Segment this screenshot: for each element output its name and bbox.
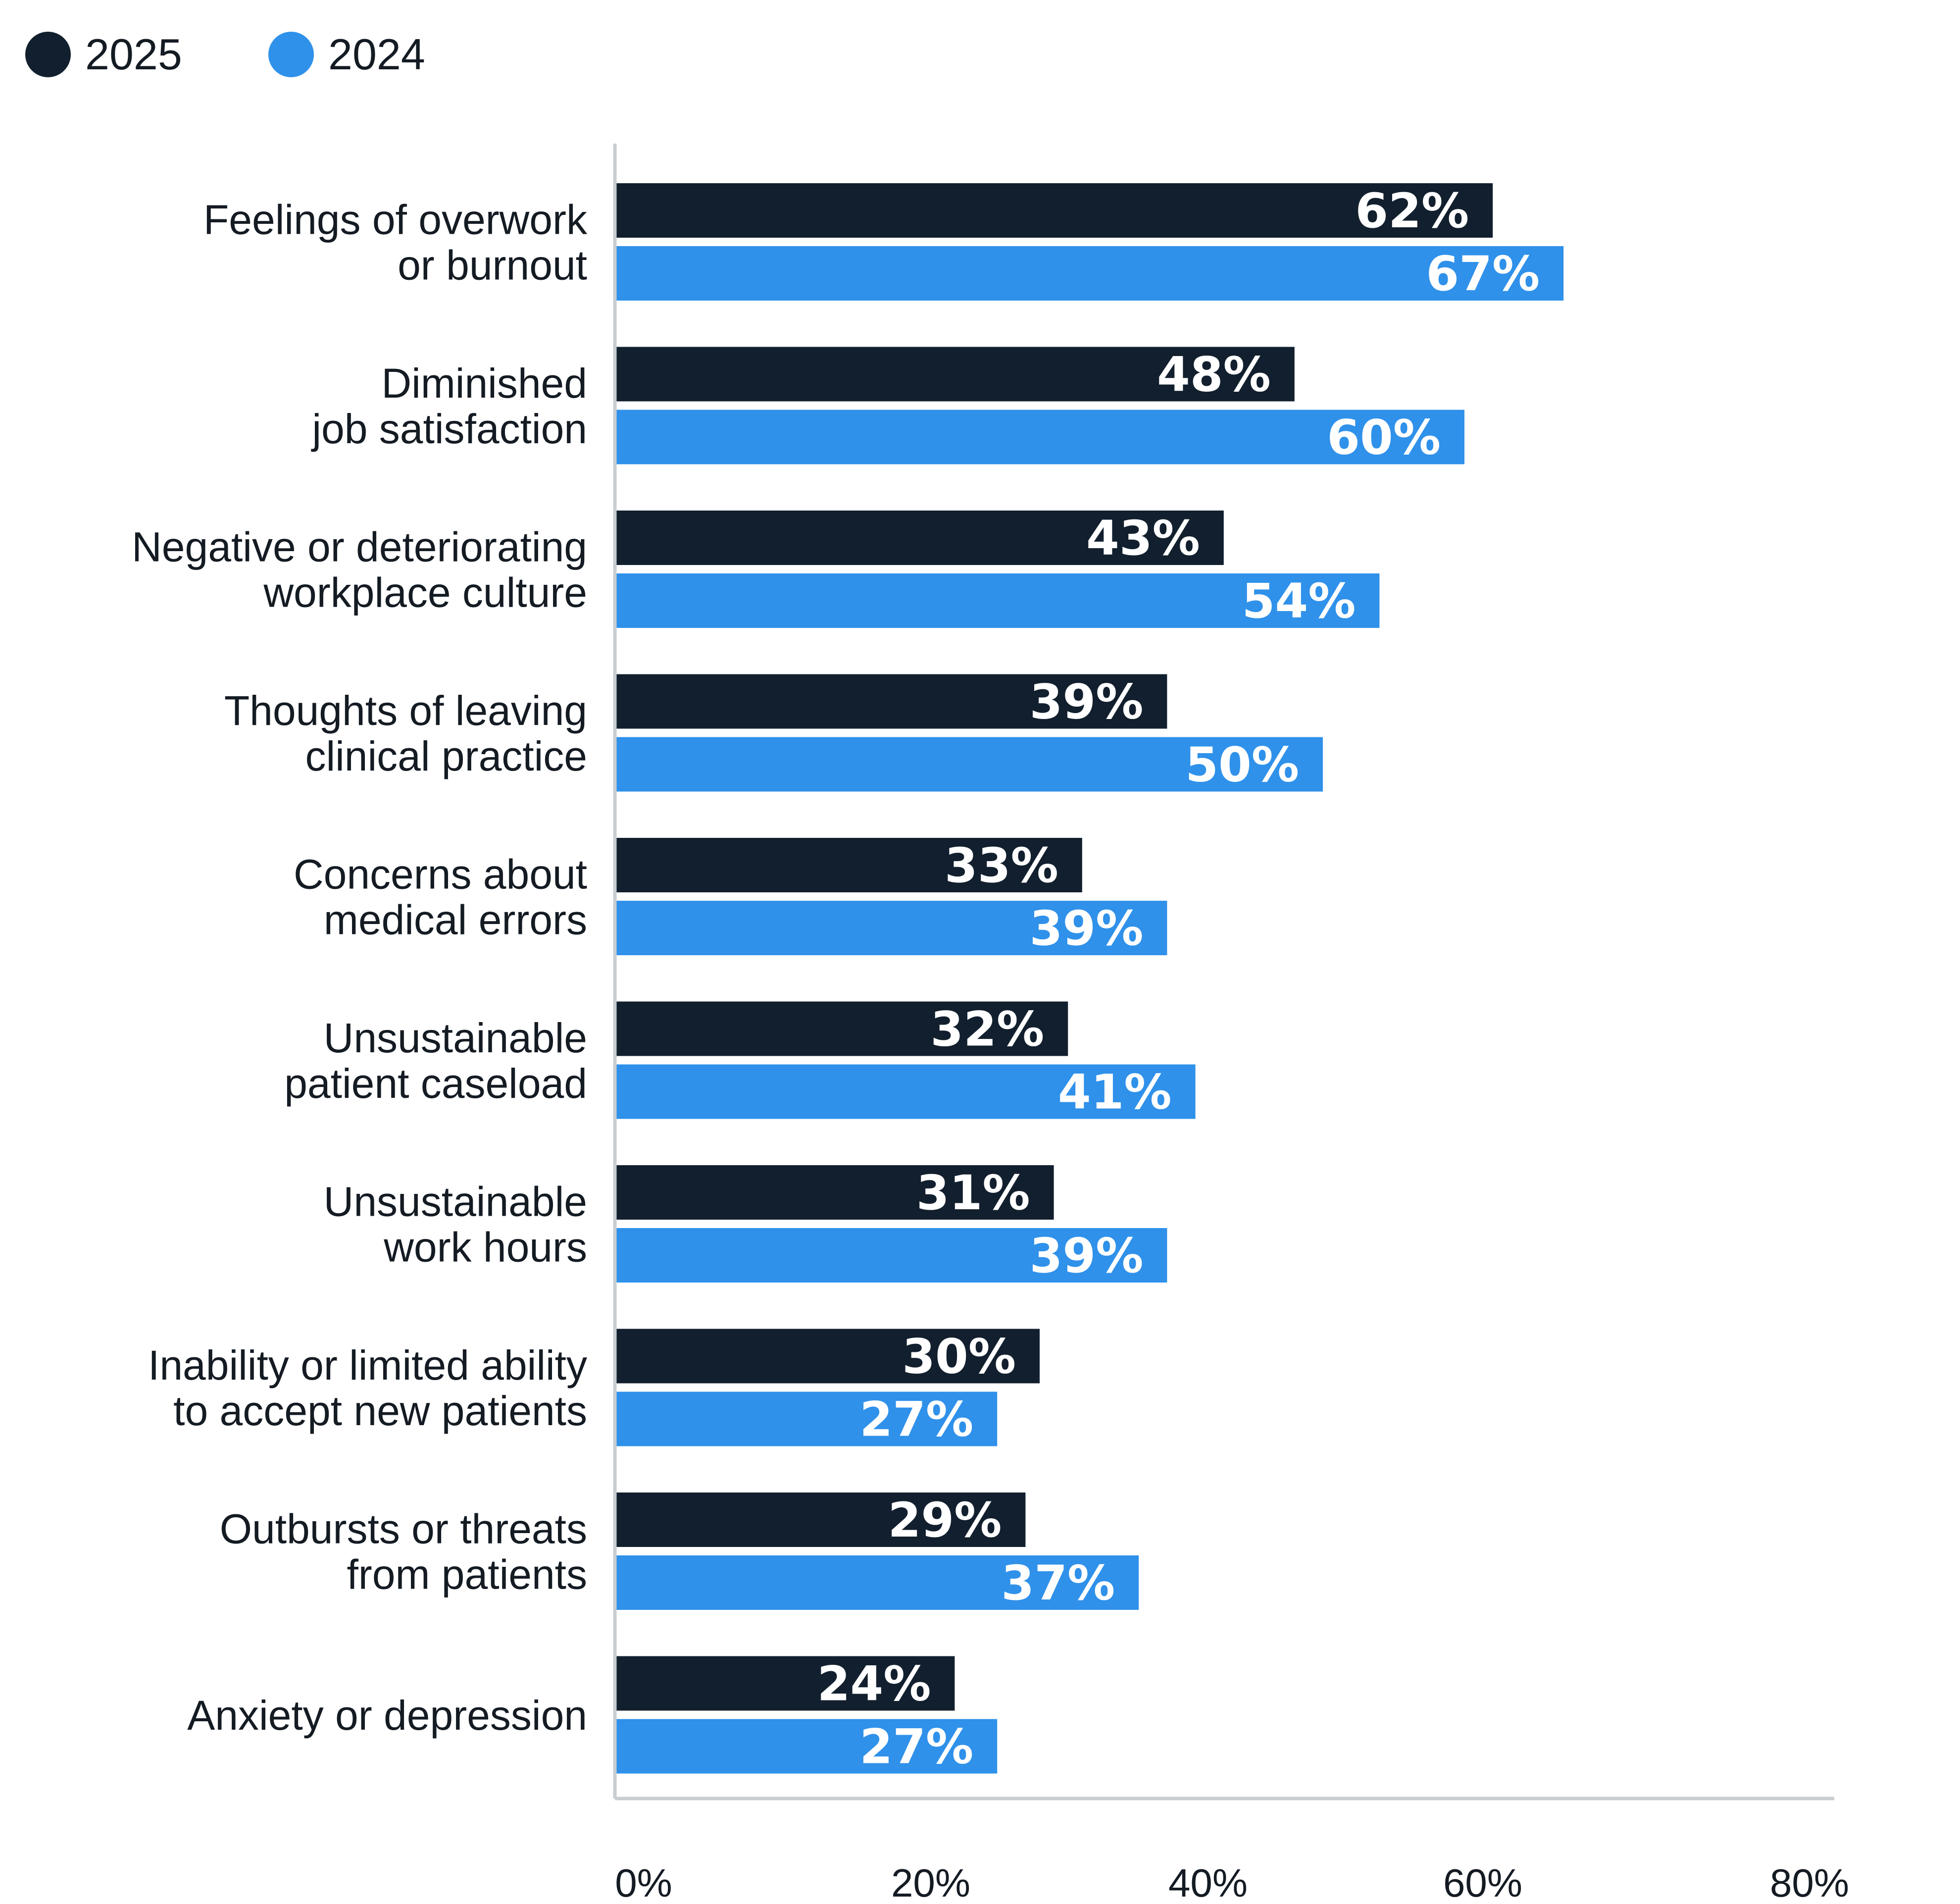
x-tick-label-80: 80% xyxy=(1770,1861,1849,1904)
bar-value-label-2025-6: 32% xyxy=(930,1002,1044,1057)
category-label-line: Diminished xyxy=(382,360,588,407)
category-label-4: Thoughts of leaving clinical practice xyxy=(224,687,587,779)
bar-value-label-2024-8: 27% xyxy=(859,1392,973,1447)
bar-2025-6 xyxy=(615,1001,1068,1056)
legend-label-2025: 2025 xyxy=(85,30,182,79)
bar-2025-9 xyxy=(615,1492,1026,1547)
bar-2024-4 xyxy=(615,737,1323,792)
bar-value-label-2025-2: 48% xyxy=(1157,347,1271,403)
category-label-1: Feelings of overwork or burnout xyxy=(203,197,588,289)
category-label-line: Outbursts or threats xyxy=(220,1506,587,1552)
bar-2024-6 xyxy=(615,1064,1196,1119)
bar-value-label-2025-9: 29% xyxy=(888,1492,1002,1548)
bar-value-label-2025-3: 43% xyxy=(1086,511,1200,566)
x-tick-label-20: 20% xyxy=(891,1861,970,1904)
category-label-line: from patients xyxy=(347,1551,587,1598)
category-label-line: workplace culture xyxy=(263,569,587,616)
x-tick-label-60: 60% xyxy=(1443,1861,1522,1904)
category-label-3: Negative or deteriorating workplace cultu… xyxy=(132,524,587,616)
category-labels: Feelings of overwork or burnout Diminished… xyxy=(132,197,588,1739)
legend-item-2025: 2025 xyxy=(25,30,182,79)
category-label-7: Unsustainable work hours xyxy=(324,1179,587,1271)
bar-2024-8 xyxy=(615,1391,998,1446)
bar-2025-3 xyxy=(615,511,1224,565)
bar-value-label-2024-10: 27% xyxy=(859,1719,973,1775)
category-label-line: Concerns about xyxy=(294,851,587,898)
bar-value-label-2024-5: 39% xyxy=(1030,901,1144,956)
bar-2025-2 xyxy=(615,347,1295,402)
bars: 62%67%48%60%43%54%39%50%33%39%32%41%31%3… xyxy=(615,183,1564,1775)
bar-value-label-2024-9: 37% xyxy=(1001,1555,1115,1611)
bar-2025-7 xyxy=(615,1165,1054,1220)
legend-swatch-2024 xyxy=(268,32,314,77)
category-label-line: clinical practice xyxy=(305,733,587,779)
category-label-line: to accept new patients xyxy=(173,1388,587,1434)
category-label-line: medical errors xyxy=(324,897,587,943)
category-label-line: work hours xyxy=(383,1224,587,1271)
bar-value-label-2025-10: 24% xyxy=(817,1656,931,1712)
category-label-line: job satisfaction xyxy=(310,406,587,452)
category-label-line: Feelings of overwork xyxy=(203,197,588,243)
bar-value-label-2024-1: 67% xyxy=(1426,246,1540,302)
bar-value-label-2025-4: 39% xyxy=(1030,674,1144,730)
category-label-10: Anxiety or depression xyxy=(187,1692,587,1739)
bar-2024-10 xyxy=(615,1719,998,1774)
bar-value-label-2024-2: 60% xyxy=(1327,410,1441,465)
bar-2024-2 xyxy=(615,410,1464,464)
bar-2025-4 xyxy=(615,674,1167,729)
category-label-6: Unsustainable patient caseload xyxy=(284,1015,587,1107)
legend-swatch-2025 xyxy=(25,32,71,77)
bar-value-label-2024-7: 39% xyxy=(1030,1228,1144,1284)
category-label-line: Unsustainable xyxy=(324,1015,587,1061)
axes: 0% 20% 40% 60% 80% xyxy=(613,144,1849,1904)
bar-2024-5 xyxy=(615,901,1167,955)
category-label-8: Inability or limited ability to accept ne… xyxy=(148,1342,587,1434)
legend-label-2024: 2024 xyxy=(328,30,425,79)
bar-2024-3 xyxy=(615,573,1380,628)
x-tick-label-40: 40% xyxy=(1168,1861,1248,1904)
category-label-5: Concerns about medical errors xyxy=(294,851,587,943)
bar-value-label-2024-6: 41% xyxy=(1058,1065,1172,1120)
category-label-line: or burnout xyxy=(398,242,587,289)
category-label-line: Negative or deteriorating xyxy=(132,524,587,570)
category-label-line: Inability or limited ability xyxy=(148,1342,587,1389)
bar-2025-8 xyxy=(615,1329,1040,1384)
bar-value-label-2024-4: 50% xyxy=(1185,737,1299,793)
category-label-9: Outbursts or threats from patients xyxy=(220,1506,587,1598)
bar-2024-1 xyxy=(615,246,1564,301)
bar-value-label-2024-3: 54% xyxy=(1242,573,1356,629)
category-label-line: Unsustainable xyxy=(324,1179,587,1225)
bar-value-label-2025-1: 62% xyxy=(1355,183,1469,239)
legend: 2025 2024 xyxy=(25,30,425,79)
category-label-2: Diminished job satisfaction xyxy=(310,360,587,452)
bar-2025-10 xyxy=(615,1656,955,1711)
bar-2025-5 xyxy=(615,838,1082,892)
bar-value-label-2025-5: 33% xyxy=(945,838,1058,893)
bar-value-label-2025-7: 31% xyxy=(916,1165,1030,1221)
legend-item-2024: 2024 xyxy=(268,30,425,79)
bar-2024-7 xyxy=(615,1228,1167,1283)
x-tick-label-0: 0% xyxy=(615,1861,672,1904)
bar-2024-9 xyxy=(615,1555,1139,1610)
category-label-line: patient caseload xyxy=(284,1060,587,1107)
bar-value-label-2025-8: 30% xyxy=(902,1329,1016,1385)
category-label-line: Thoughts of leaving xyxy=(224,687,587,734)
category-label-line: Anxiety or depression xyxy=(187,1692,587,1739)
bar-2025-1 xyxy=(615,183,1493,238)
